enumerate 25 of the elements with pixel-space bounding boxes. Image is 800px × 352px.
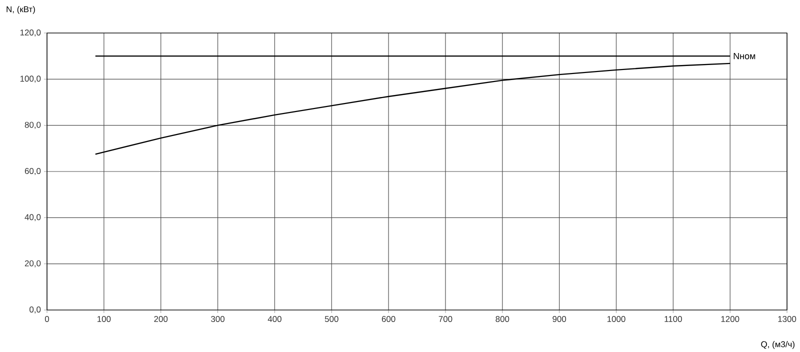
y-tick-label: 0,0 — [30, 306, 41, 314]
x-tick-label: 600 — [382, 316, 396, 322]
x-axis-title: Q, (м3/ч) — [761, 341, 794, 349]
y-tick-label: 100,0 — [20, 76, 41, 83]
x-tick-label: 1100 — [664, 316, 682, 322]
x-tick-label: 700 — [438, 316, 452, 322]
x-tick-label: 400 — [268, 316, 282, 322]
x-tick-label: 100 — [98, 316, 111, 322]
y-tick-label: 80,0 — [24, 122, 41, 129]
y-tick-label: 20,0 — [24, 260, 41, 268]
y-tick-label: 120,0 — [20, 30, 41, 36]
x-tick-label: 1300 — [778, 316, 796, 322]
series-label: Nном — [734, 52, 756, 60]
x-tick-label: 800 — [496, 316, 510, 322]
y-tick-label: 60,0 — [24, 168, 41, 175]
x-tick-label: 500 — [324, 316, 338, 322]
x-tick-label: 900 — [552, 316, 566, 322]
x-tick-label: 300 — [211, 316, 225, 322]
line-series — [94, 62, 731, 155]
x-tick-label: 1200 — [721, 316, 740, 322]
x-tick-label: 0 — [44, 316, 50, 322]
x-tick-label: 200 — [154, 316, 168, 322]
y-tick-label: 40,0 — [24, 214, 41, 222]
x-tick-label: 1000 — [607, 316, 626, 322]
y-axis-title: N, (кВт) — [6, 6, 35, 14]
